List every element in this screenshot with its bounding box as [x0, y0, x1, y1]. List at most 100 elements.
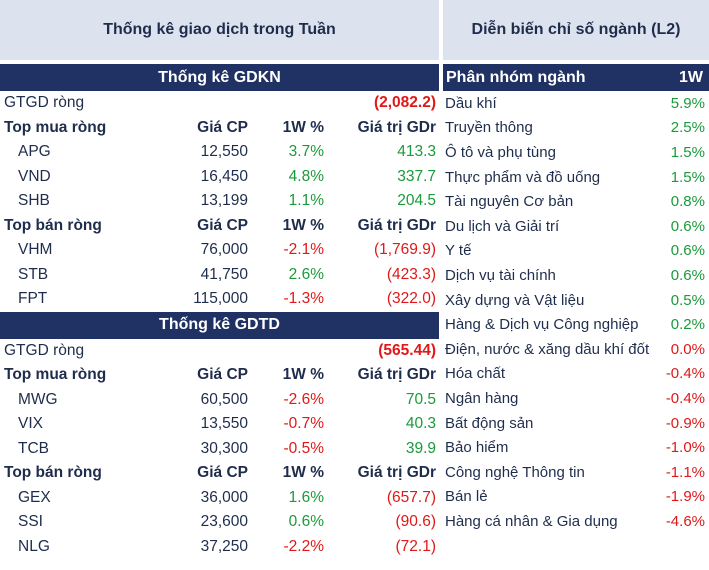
- sector-change-pct: -0.4%: [665, 389, 705, 407]
- gdkn-buy-header: Top mua ròng Giá CP 1W % Giá trị GDr: [0, 116, 439, 141]
- sector-change-pct: -1.1%: [665, 463, 705, 481]
- sector-name: Hàng cá nhân & Gia dụng: [445, 512, 618, 530]
- sector-name: Truyền thông: [445, 119, 533, 137]
- weekly-trading-panel: Thống kê giao dịch trong Tuần Thống kê G…: [0, 0, 439, 555]
- sector-row: Bất động sản -0.9%: [443, 411, 709, 436]
- sector-name: Du lịch và Giải trí: [445, 217, 560, 235]
- header-val: Giá trị GDr: [357, 366, 436, 384]
- sector-name: Ngân hàng: [445, 389, 519, 407]
- header-pct: 1W %: [282, 118, 324, 136]
- sector-change-pct: 0.6%: [670, 217, 705, 235]
- change-pct: -2.6%: [283, 390, 325, 408]
- sector-header-band: Phân nhóm ngành 1W: [443, 64, 709, 91]
- net-value: (657.7): [386, 488, 436, 506]
- price: 76,000: [200, 241, 248, 259]
- ticker: VHM: [18, 241, 53, 259]
- ticker: NLG: [18, 537, 50, 555]
- sector-change-pct: 2.5%: [670, 119, 705, 137]
- table-row: VND 16,450 4.8% 337.7: [0, 165, 439, 190]
- net-value: 204.5: [397, 192, 436, 210]
- sector-row: Bảo hiểm -1.0%: [443, 435, 709, 460]
- sector-name: Điện, nước & xăng dầu khí đốt: [445, 340, 650, 358]
- table-row: SSI 23,600 0.6% (90.6): [0, 510, 439, 535]
- table-row: MWG 60,500 -2.6% 70.5: [0, 388, 439, 413]
- sector-change-pct: 0.6%: [670, 242, 705, 260]
- gdkn-band: Thống kê GDKN: [0, 64, 439, 91]
- sector-change-pct: 1.5%: [670, 168, 705, 186]
- table-row: VIX 13,550 -0.7% 40.3: [0, 412, 439, 437]
- sector-row: Ô tô và phụ tùng 1.5%: [443, 140, 709, 165]
- sector-row: Thực phẩm và đồ uống 1.5%: [443, 165, 709, 190]
- sector-header-name: Phân nhóm ngành: [446, 68, 586, 86]
- table-row: TCB 30,300 -0.5% 39.9: [0, 437, 439, 462]
- ticker: SSI: [18, 513, 43, 531]
- sector-change-pct: 5.9%: [670, 94, 705, 112]
- header-price: Giá CP: [197, 118, 248, 136]
- header-val: Giá trị GDr: [357, 118, 436, 136]
- header-name: Top bán ròng: [4, 464, 102, 482]
- net-value: (423.3): [386, 265, 436, 283]
- price: 30,300: [200, 439, 248, 457]
- sector-name: Hàng & Dịch vụ Công nghiệp: [445, 316, 639, 334]
- sector-change-pct: -1.0%: [665, 439, 705, 457]
- net-value: 70.5: [405, 390, 436, 408]
- sector-row: Y tế 0.6%: [443, 239, 709, 264]
- price: 115,000: [193, 290, 248, 308]
- header-val: Giá trị GDr: [357, 216, 436, 234]
- gdtd-sell-header: Top bán ròng Giá CP 1W % Giá trị GDr: [0, 461, 439, 486]
- sector-name: Thực phẩm và đồ uống: [445, 168, 601, 186]
- header-pct: 1W %: [282, 464, 324, 482]
- sector-change-pct: -0.4%: [665, 365, 705, 383]
- sector-row: Truyền thông 2.5%: [443, 116, 709, 141]
- sector-row: Công nghệ Thông tin -1.1%: [443, 460, 709, 485]
- sector-change-pct: 1.5%: [670, 143, 705, 161]
- sector-list: Dầu khí 5.9% Truyền thông 2.5% Ô tô và phụ t…: [443, 91, 709, 534]
- table-row: APG 12,550 3.7% 413.3: [0, 140, 439, 165]
- table-row: VHM 76,000 -2.1% (1,769.9): [0, 238, 439, 263]
- header-name: Top mua ròng: [4, 118, 107, 136]
- sector-row: Ngân hàng -0.4%: [443, 386, 709, 411]
- price: 37,250: [200, 537, 248, 555]
- net-value: 40.3: [405, 415, 436, 433]
- price: 13,550: [200, 415, 248, 433]
- price: 36,000: [200, 488, 248, 506]
- change-pct: 4.8%: [288, 167, 324, 185]
- ticker: STB: [18, 265, 49, 283]
- table-row: FPT 115,000 -1.3% (322.0): [0, 287, 439, 312]
- gdtd-net-row: GTGD ròng (565.44): [0, 339, 439, 364]
- ticker: VND: [18, 167, 51, 185]
- sector-index-panel: Diễn biến chỉ số ngành (L2) Phân nhóm ng…: [443, 0, 709, 570]
- ticker: MWG: [18, 390, 58, 408]
- gdtd-band: Thống kê GDTD: [0, 311, 439, 339]
- sector-name: Công nghệ Thông tin: [445, 463, 585, 481]
- header-price: Giá CP: [197, 216, 248, 234]
- header-price: Giá CP: [197, 366, 248, 384]
- change-pct: -1.3%: [283, 290, 325, 308]
- ticker: TCB: [18, 439, 49, 457]
- sector-row: Hóa chất -0.4%: [443, 362, 709, 387]
- gdtd-net-label: GTGD ròng: [4, 341, 85, 359]
- ticker: APG: [18, 143, 51, 161]
- change-pct: 3.7%: [288, 143, 324, 161]
- header-val: Giá trị GDr: [357, 464, 436, 482]
- gdkn-net-row: GTGD ròng (2,082.2): [0, 91, 439, 116]
- table-row: GEX 36,000 1.6% (657.7): [0, 486, 439, 511]
- gdkn-net-label: GTGD ròng: [4, 94, 85, 112]
- sector-row: Xây dựng và Vật liệu 0.5%: [443, 288, 709, 313]
- price: 23,600: [200, 513, 248, 531]
- sector-change-pct: -1.9%: [665, 488, 705, 506]
- change-pct: -2.2%: [283, 537, 325, 555]
- sector-index-title: Diễn biến chỉ số ngành (L2): [443, 0, 709, 60]
- sector-name: Hóa chất: [445, 365, 506, 383]
- price: 13,199: [200, 192, 248, 210]
- sector-change-pct: 0.2%: [670, 316, 705, 334]
- table-row: STB 41,750 2.6% (423.3): [0, 263, 439, 288]
- sector-name: Tài nguyên Cơ bản: [445, 193, 574, 211]
- change-pct: -2.1%: [283, 241, 325, 259]
- sector-name: Xây dựng và Vật liệu: [445, 291, 585, 309]
- net-value: 39.9: [405, 439, 436, 457]
- weekly-trading-title: Thống kê giao dịch trong Tuần: [0, 0, 439, 60]
- net-value: 337.7: [397, 167, 436, 185]
- sector-name: Dịch vụ tài chính: [445, 266, 556, 284]
- header-price: Giá CP: [197, 464, 248, 482]
